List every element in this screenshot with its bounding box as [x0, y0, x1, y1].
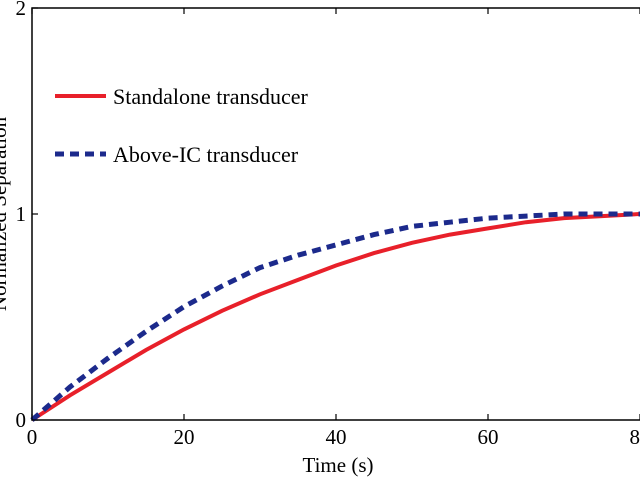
y-tick-label: 1	[16, 202, 27, 226]
y-axis-title: Normalized Separation	[0, 116, 11, 311]
y-axis-ticks: 0 1 2	[16, 0, 38, 432]
x-axis-title: Time (s)	[303, 453, 374, 477]
x-tick-label: 60	[478, 425, 499, 449]
legend: Standalone transducer Above-IC transduce…	[55, 84, 309, 167]
y-tick-label: 2	[16, 0, 27, 20]
y-tick-label: 0	[16, 408, 27, 432]
x-axis-ticks: 0 20 40 60 80	[27, 8, 640, 449]
legend-label-standalone-transducer: Standalone transducer	[113, 84, 309, 109]
legend-label-above-ic-transducer: Above-IC transducer	[113, 142, 299, 167]
series-line-above-ic-transducer	[30, 211, 640, 422]
x-tick-label: 0	[27, 425, 38, 449]
x-tick-label: 40	[326, 425, 347, 449]
x-tick-label: 20	[174, 425, 195, 449]
series-line-standalone-transducer	[30, 212, 640, 422]
x-tick-label: 80	[630, 425, 640, 449]
